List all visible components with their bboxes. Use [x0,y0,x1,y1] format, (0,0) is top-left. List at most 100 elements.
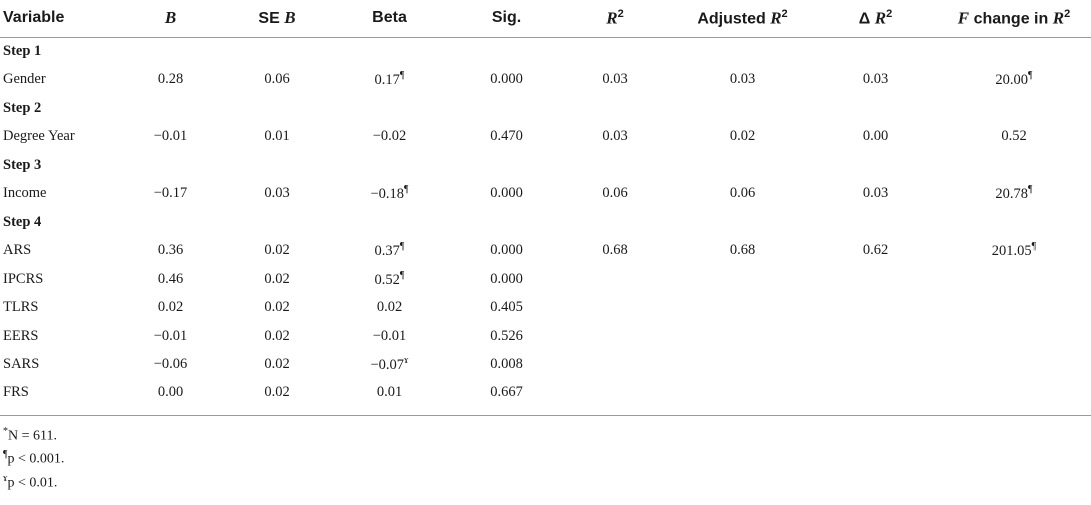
value-cell: 0.17¶ [325,66,454,95]
empty-cell [454,94,559,123]
significance-mark: ¶ [399,70,405,82]
value-cell: 20.00¶ [937,66,1091,95]
header-f-sup: 2 [1064,8,1071,21]
value-cell: 0.28 [112,66,229,95]
header-f-change: F change in R2 [937,0,1091,38]
empty-cell [559,37,671,66]
cell-value: 0.06 [602,185,628,202]
significance-mark: ¶ [1028,70,1033,82]
value-cell [559,322,671,351]
cell-value: 0.405 [490,299,523,316]
value-cell: 0.36 [112,237,229,266]
variable-name-cell: Degree Year [0,123,112,152]
value-cell: 0.00 [112,379,229,416]
variable-name-cell: Gender [0,66,112,95]
value-cell: 0.405 [454,294,559,323]
step-label: Step 3 [3,156,42,173]
cell-value: 0.02 [729,128,756,145]
cell-value: 0.52 [374,271,400,288]
step-label: Step 4 [3,213,42,230]
header-f-mid: change in [969,10,1053,28]
variable-name-cell: SARS [0,351,112,380]
cell-value: Degree Year [3,128,75,145]
footnote-text: p < 0.01. [7,475,58,491]
value-cell: 0.68 [559,237,671,266]
value-cell: 0.02 [229,294,325,323]
cell-value: FRS [3,384,29,401]
value-cell [814,294,937,323]
variable-name-cell: FRS [0,379,112,416]
table-row: FRS 0.00 0.02 0.01 0.667 [0,379,1091,416]
value-cell: 0.02 [229,265,325,294]
header-r2-r: R [606,8,618,28]
empty-cell [454,151,559,180]
cell-value: 0.000 [490,270,523,287]
significance-mark: ɤ [404,355,409,367]
header-se-b: SE B [229,0,325,38]
empty-cell [229,151,325,180]
value-cell: −0.07ɤ [325,351,454,380]
value-cell: 0.03 [559,123,671,152]
significance-mark: ¶ [404,184,409,196]
significance-mark: ¶ [399,241,405,253]
empty-cell [814,208,937,237]
cell-value: 0.526 [490,327,523,344]
value-cell: 0.68 [671,237,814,266]
value-cell: 0.02 [229,237,325,266]
value-cell: −0.01 [112,322,229,351]
value-cell [814,379,937,416]
value-cell: 0.52 [937,123,1091,152]
cell-value: 0.02 [264,242,290,259]
value-cell: 0.02 [671,123,814,152]
value-cell: −0.01 [112,123,229,152]
cell-value: 0.000 [490,71,523,88]
header-r2-sup: 2 [617,8,624,21]
cell-value: 0.03 [862,71,889,88]
value-cell: 0.02 [229,351,325,380]
cell-value: 20.00 [995,72,1029,89]
regression-table-container: Variable B SE B Beta Sig. R2 Adjusted R2… [0,0,1091,491]
table-row: SARS −0.06 0.02 −0.07ɤ 0.008 [0,351,1091,380]
value-cell: 0.02 [325,294,454,323]
empty-cell [229,37,325,66]
value-cell: 0.02 [229,322,325,351]
value-cell: −0.02 [325,123,454,152]
header-adj-r: R [770,8,782,28]
value-cell: 0.46 [112,265,229,294]
value-cell: 0.000 [454,237,559,266]
cell-value: TLRS [3,299,39,316]
header-delta-r: R [874,8,887,28]
empty-cell [112,37,229,66]
cell-value: 0.000 [490,185,523,202]
cell-value: 20.78 [995,186,1029,203]
empty-cell [937,208,1091,237]
cell-value: 0.37 [374,243,400,260]
header-se-prefix: SE [258,10,285,28]
table-row: IPCRS 0.46 0.02 0.52¶ 0.000 [0,265,1091,294]
table-row: ARS 0.36 0.02 0.37¶ 0.000 0.68 0.68 0.62 201.05¶ [0,237,1091,266]
cell-value: EERS [3,327,39,344]
value-cell: 0.06 [229,66,325,95]
cell-value: 0.03 [862,185,889,202]
cell-value: 0.470 [490,128,523,145]
cell-value: −0.01 [372,327,407,344]
header-delta-r2: Δ R2 [814,0,937,38]
cell-value: 0.06 [264,71,290,88]
cell-value: −0.18 [370,186,405,203]
table-row: TLRS 0.02 0.02 0.02 0.405 [0,294,1091,323]
value-cell: 0.06 [671,180,814,209]
value-cell [559,351,671,380]
cell-value: 0.01 [264,128,290,145]
empty-cell [671,208,814,237]
cell-value: 0.36 [157,242,184,259]
cell-value: SARS [3,356,40,373]
empty-cell [814,151,937,180]
header-f-letter: F [957,8,970,28]
header-f-r: R [1052,8,1065,28]
value-cell [937,294,1091,323]
cell-value: −0.01 [153,327,188,344]
step-label: Step 2 [3,99,42,116]
footnote-mark: * [3,425,8,437]
value-cell: 0.52¶ [325,265,454,294]
cell-value: −0.02 [372,128,407,145]
